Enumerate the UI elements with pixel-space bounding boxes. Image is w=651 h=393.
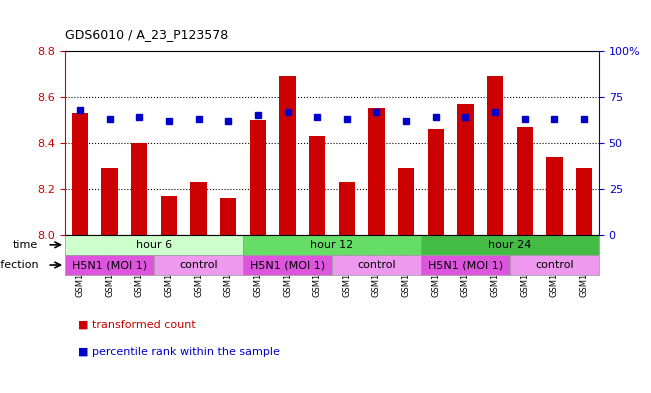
Bar: [243, 235, 421, 255]
Bar: [421, 255, 510, 275]
Bar: [131, 143, 147, 235]
Text: H5N1 (MOI 1): H5N1 (MOI 1): [250, 260, 325, 270]
Text: hour 12: hour 12: [311, 240, 353, 250]
Bar: [510, 255, 599, 275]
Bar: [339, 182, 355, 235]
Text: hour 6: hour 6: [136, 240, 172, 250]
Text: control: control: [357, 260, 396, 270]
Bar: [72, 113, 88, 235]
Bar: [161, 196, 177, 235]
Bar: [65, 255, 154, 275]
Text: H5N1 (MOI 1): H5N1 (MOI 1): [72, 260, 147, 270]
Bar: [279, 76, 296, 235]
Bar: [102, 168, 118, 235]
Bar: [576, 168, 592, 235]
Bar: [65, 235, 243, 255]
Bar: [421, 235, 599, 255]
Text: control: control: [535, 260, 574, 270]
Bar: [154, 255, 243, 275]
Bar: [243, 255, 332, 275]
Bar: [457, 104, 474, 235]
Text: GDS6010 / A_23_P123578: GDS6010 / A_23_P123578: [65, 28, 229, 41]
Text: ■ percentile rank within the sample: ■ percentile rank within the sample: [78, 347, 280, 357]
Text: ■ transformed count: ■ transformed count: [78, 319, 196, 329]
Bar: [517, 127, 533, 235]
Text: H5N1 (MOI 1): H5N1 (MOI 1): [428, 260, 503, 270]
Bar: [220, 198, 236, 235]
Bar: [332, 255, 421, 275]
Text: control: control: [179, 260, 218, 270]
Bar: [368, 108, 385, 235]
Bar: [546, 157, 562, 235]
Bar: [398, 168, 414, 235]
Bar: [309, 136, 326, 235]
Bar: [428, 129, 444, 235]
Text: infection: infection: [0, 260, 38, 270]
Bar: [190, 182, 207, 235]
Bar: [487, 76, 503, 235]
Text: time: time: [13, 240, 38, 250]
Text: hour 24: hour 24: [488, 240, 532, 250]
Bar: [250, 120, 266, 235]
